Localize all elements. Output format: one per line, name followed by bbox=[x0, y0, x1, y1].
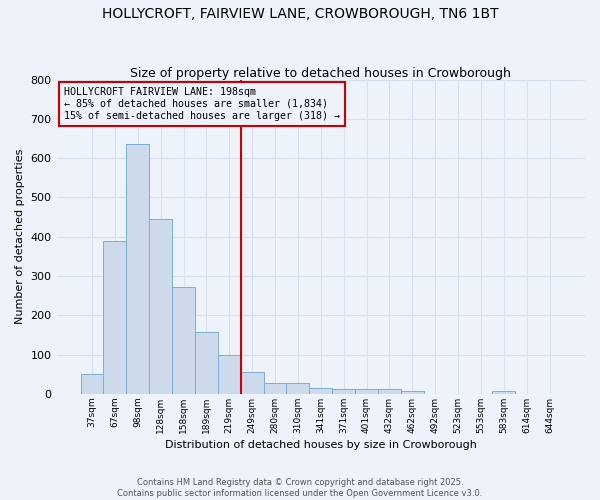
Bar bbox=[241, 372, 263, 394]
Bar bbox=[401, 391, 424, 394]
Title: Size of property relative to detached houses in Crowborough: Size of property relative to detached ho… bbox=[130, 66, 511, 80]
Y-axis label: Number of detached properties: Number of detached properties bbox=[15, 149, 25, 324]
Bar bbox=[80, 374, 103, 394]
Bar bbox=[127, 144, 149, 394]
Bar bbox=[172, 287, 195, 394]
Bar bbox=[195, 332, 218, 394]
Bar bbox=[286, 382, 310, 394]
Bar bbox=[310, 388, 332, 394]
Text: Contains HM Land Registry data © Crown copyright and database right 2025.
Contai: Contains HM Land Registry data © Crown c… bbox=[118, 478, 482, 498]
X-axis label: Distribution of detached houses by size in Crowborough: Distribution of detached houses by size … bbox=[165, 440, 477, 450]
Bar bbox=[332, 389, 355, 394]
Bar bbox=[263, 382, 286, 394]
Bar bbox=[149, 219, 172, 394]
Bar bbox=[103, 240, 127, 394]
Text: HOLLYCROFT, FAIRVIEW LANE, CROWBOROUGH, TN6 1BT: HOLLYCROFT, FAIRVIEW LANE, CROWBOROUGH, … bbox=[101, 8, 499, 22]
Text: HOLLYCROFT FAIRVIEW LANE: 198sqm
← 85% of detached houses are smaller (1,834)
15: HOLLYCROFT FAIRVIEW LANE: 198sqm ← 85% o… bbox=[64, 88, 340, 120]
Bar bbox=[493, 391, 515, 394]
Bar bbox=[218, 354, 241, 394]
Bar bbox=[378, 389, 401, 394]
Bar bbox=[355, 389, 378, 394]
